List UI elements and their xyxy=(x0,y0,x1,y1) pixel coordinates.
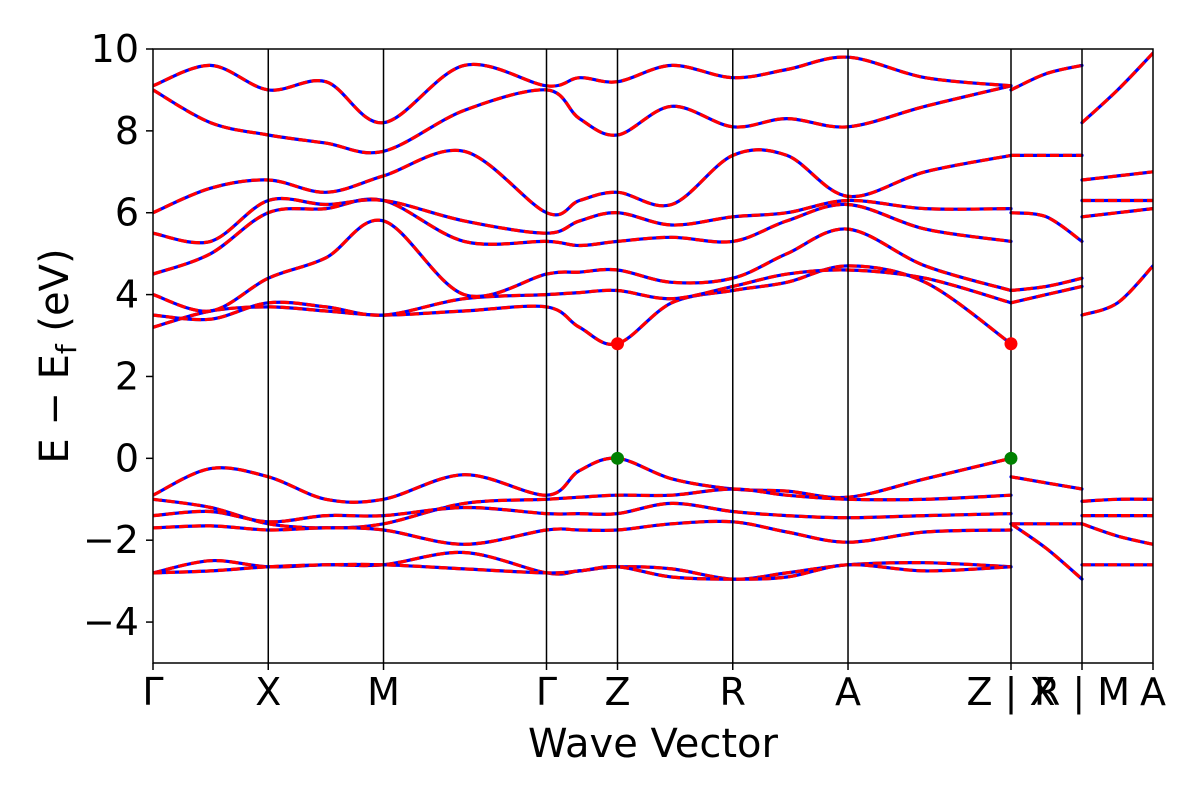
y-tick-label: 4 xyxy=(115,273,139,317)
x-tick-label: X xyxy=(255,670,281,714)
band-line-18-red xyxy=(1010,276,1083,293)
band-line-24-blue xyxy=(1080,522,1153,546)
y-tick-label: 6 xyxy=(115,191,139,235)
band-line-21-red xyxy=(1010,63,1083,92)
band-edge-marker-2 xyxy=(610,451,624,465)
band-line-13-red xyxy=(153,55,1012,125)
band-line-27-red xyxy=(1081,207,1153,219)
band-edge-marker-1 xyxy=(1004,337,1018,351)
band-line-24-red xyxy=(1081,522,1153,546)
band-line-30-blue xyxy=(1080,51,1153,125)
band-line-0-red xyxy=(153,456,1012,504)
band-line-2-red xyxy=(153,501,1012,524)
band-edge-markers xyxy=(610,337,1018,465)
band-line-16-red xyxy=(1010,522,1084,581)
band-line-14-red xyxy=(1010,475,1083,491)
plot-frame xyxy=(152,48,1154,664)
band-line-7-red xyxy=(153,268,1012,322)
band-line-19-blue xyxy=(1009,211,1084,243)
band-line-29-red xyxy=(1081,170,1153,182)
y-axis-title: E − Ef (eV) xyxy=(32,248,83,463)
y-tick-label: 8 xyxy=(115,109,139,153)
y-tick-label: 2 xyxy=(115,354,139,398)
high-symmetry-lines xyxy=(267,49,1083,663)
y-tick-label: 10 xyxy=(91,27,139,71)
band-line-8-blue xyxy=(153,218,1013,313)
band-line-19-red xyxy=(1010,211,1083,243)
band-line-22-red xyxy=(1081,497,1153,503)
x-tick-label: Z xyxy=(604,670,630,714)
x-axis-title: Wave Vector xyxy=(528,721,779,767)
band-line-11-red xyxy=(153,148,1012,217)
band-line-12-red xyxy=(153,84,1012,155)
band-edge-marker-3 xyxy=(1004,451,1018,465)
y-tick-label: 0 xyxy=(115,436,139,480)
band-line-1-red xyxy=(153,487,1012,530)
band-line-5-red xyxy=(153,562,1012,581)
band-line-26-blue xyxy=(1080,264,1153,317)
band-line-17-red xyxy=(1010,284,1083,305)
band-line-7-blue xyxy=(153,268,1013,322)
band-line-9-red xyxy=(153,197,1012,276)
x-tick-label: A xyxy=(1140,670,1166,714)
band-line-3-red xyxy=(153,519,1012,546)
x-tick-label: R | M xyxy=(1034,670,1130,715)
band-lines xyxy=(153,51,1153,581)
band-line-10-red xyxy=(153,196,1012,245)
y-tick-label: −4 xyxy=(83,600,139,644)
band-line-6-blue xyxy=(153,264,1013,347)
y-tick-label: −2 xyxy=(83,518,139,562)
band-line-8-red xyxy=(153,218,1012,313)
x-tick-label: M xyxy=(367,670,400,714)
band-line-6-red xyxy=(153,264,1012,347)
y-axis-ticks: −4 −2 0 2 4 6 8 10 xyxy=(83,27,153,644)
band-line-10-blue xyxy=(153,196,1013,245)
band-line-21-blue xyxy=(1009,63,1084,92)
band-line-26-red xyxy=(1081,264,1153,317)
x-tick-label: A xyxy=(835,670,861,714)
x-tick-label: R xyxy=(720,670,746,714)
x-tick-label: Γ xyxy=(142,670,163,714)
x-tick-label: Z | X xyxy=(966,670,1055,715)
band-edge-marker-0 xyxy=(610,337,624,351)
x-tick-label: Γ xyxy=(536,670,557,714)
